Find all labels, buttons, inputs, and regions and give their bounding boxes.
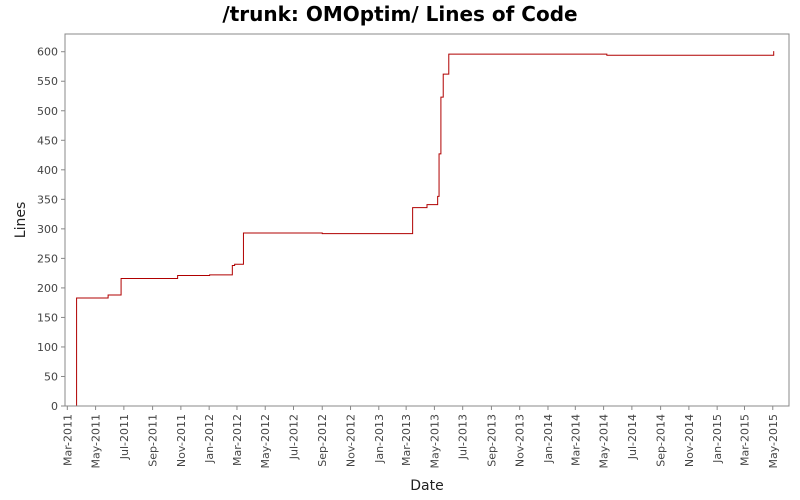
x-axis-ticks: Mar-2011 May-2011 Jul-2011 Sep-2011 Nov-2011…	[61, 406, 780, 469]
x-tick-label: Nov-2012	[345, 414, 358, 467]
x-tick-label: Jan-2013	[373, 414, 386, 464]
x-tick-label: May-2011	[90, 414, 103, 469]
series-line	[76, 51, 775, 407]
y-tick-label: 50	[44, 370, 58, 383]
x-tick-label: Sep-2013	[485, 414, 498, 467]
y-tick-label: 550	[37, 75, 58, 88]
x-tick-label: Mar-2014	[569, 414, 582, 466]
y-tick-label: 100	[37, 341, 58, 354]
x-tick-label: Jan-2015	[711, 414, 724, 464]
x-tick-label: Jul-2013	[457, 414, 470, 460]
x-tick-label: May-2014	[598, 414, 611, 469]
x-tick-label: Nov-2011	[175, 414, 188, 467]
y-tick-label: 600	[37, 46, 58, 59]
x-tick-label: Jul-2014	[626, 414, 639, 460]
y-tick-label: 450	[37, 134, 58, 147]
y-tick-label: 200	[37, 282, 58, 295]
x-tick-label: Mar-2012	[231, 414, 244, 466]
y-tick-label: 400	[37, 164, 58, 177]
x-tick-label: May-2015	[767, 414, 780, 469]
x-tick-label: Nov-2014	[683, 414, 696, 467]
chart-title: /trunk: OMOptim/ Lines of Code	[222, 2, 578, 26]
x-axis-label: Date	[410, 478, 443, 494]
x-tick-label: Jul-2011	[118, 414, 131, 460]
x-tick-label: Sep-2011	[147, 414, 160, 467]
x-tick-label: Mar-2013	[400, 414, 413, 466]
x-tick-label: Mar-2011	[61, 414, 74, 466]
y-tick-label: 250	[37, 252, 58, 265]
x-tick-label: May-2012	[259, 414, 272, 469]
x-tick-label: Jan-2014	[542, 414, 555, 464]
y-tick-label: 350	[37, 193, 58, 206]
x-tick-label: Mar-2015	[739, 414, 752, 466]
x-tick-label: Sep-2014	[655, 414, 668, 467]
x-tick-label: Nov-2013	[514, 414, 527, 467]
x-tick-label: Jan-2012	[203, 414, 216, 464]
y-tick-label: 500	[37, 105, 58, 118]
x-tick-label: Sep-2012	[316, 414, 329, 467]
y-tick-label: 300	[37, 223, 58, 236]
y-tick-label: 0	[51, 400, 58, 413]
plot-area-frame	[64, 33, 790, 407]
y-axis-label: Lines	[13, 202, 29, 238]
y-tick-label: 150	[37, 311, 58, 324]
y-axis-ticks: 0 50 100 150 200 250 300 350 400 450 500 550 600	[37, 46, 65, 413]
x-tick-label: Jul-2012	[288, 414, 301, 460]
x-tick-label: May-2013	[428, 414, 441, 469]
